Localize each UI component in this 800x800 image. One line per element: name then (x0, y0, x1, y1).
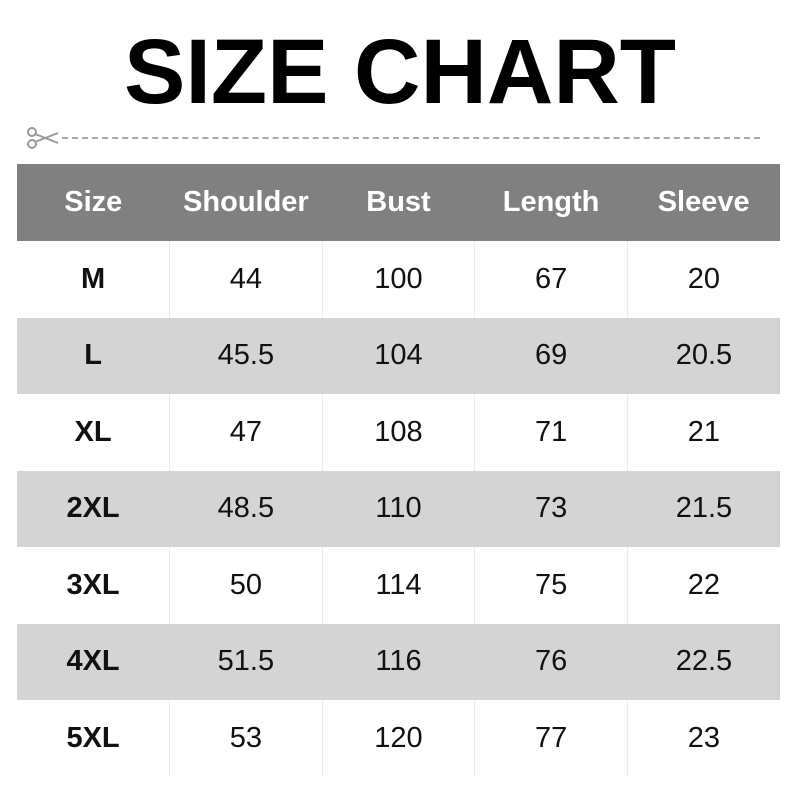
column-header-length: Length (474, 164, 628, 241)
table-cell: 75 (474, 547, 628, 624)
column-header-shoulder: Shoulder (169, 164, 323, 241)
table-cell: 20 (626, 241, 780, 318)
dashed-line (62, 137, 760, 139)
table-cell: 100 (321, 241, 475, 318)
column-header-bust: Bust (322, 164, 475, 241)
table-cell: 50 (169, 547, 323, 624)
table-cell: 114 (321, 547, 475, 624)
column-header-sleeve: Sleeve (627, 164, 780, 241)
table-cell: 76 (474, 623, 628, 700)
table-cell: 108 (321, 394, 475, 471)
table-cell: 69 (474, 317, 628, 394)
table-cell: 67 (474, 241, 628, 318)
size-label: 5XL (66, 721, 120, 754)
table-cell: 110 (321, 470, 475, 547)
table-row: 5XL 53 120 77 23 (17, 700, 780, 777)
table-cell: 20.5 (626, 317, 780, 394)
table-row: L 45.5 104 69 20.5 (17, 317, 780, 394)
table-row: 4XL 51.5 116 76 22.5 (17, 623, 780, 700)
size-label: 3XL (66, 568, 120, 601)
table-cell: 22.5 (626, 623, 780, 700)
table-cell: 77 (474, 700, 628, 777)
table-cell: 44 (169, 241, 323, 318)
table-cell: 104 (321, 317, 475, 394)
column-header-size: Size (17, 164, 170, 241)
table-row: 3XL 50 114 75 22 (17, 547, 780, 624)
scissors-icon (27, 127, 59, 149)
size-table: Size Shoulder Bust Length Sleeve M 44 100 67 20 L… (17, 164, 780, 777)
table-cell: 22 (626, 547, 780, 624)
table-cell: 21.5 (626, 470, 780, 547)
table-cell: 53 (169, 700, 323, 777)
page-title: SIZE CHART (124, 21, 676, 123)
table-row: 2XL 48.5 110 73 21.5 (17, 470, 780, 547)
cut-line (26, 126, 760, 150)
table-cell: 48.5 (169, 470, 323, 547)
table-cell: 51.5 (169, 623, 323, 700)
table-cell: 73 (474, 470, 628, 547)
table-row: XL 47 108 71 21 (17, 394, 780, 471)
table-cell: 116 (321, 623, 475, 700)
table-cell: 71 (474, 394, 628, 471)
table-cell: 23 (626, 700, 780, 777)
size-label: M (80, 262, 106, 295)
table-cell: 45.5 (169, 317, 323, 394)
size-label: L (17, 317, 170, 394)
table-cell: 21 (626, 394, 780, 471)
table-cell: 120 (321, 700, 475, 777)
table-row: M 44 100 67 20 (17, 241, 780, 318)
size-label: XL (74, 415, 112, 448)
size-label: 4XL (17, 623, 170, 700)
size-label: 2XL (17, 470, 170, 547)
table-cell: 47 (169, 394, 323, 471)
